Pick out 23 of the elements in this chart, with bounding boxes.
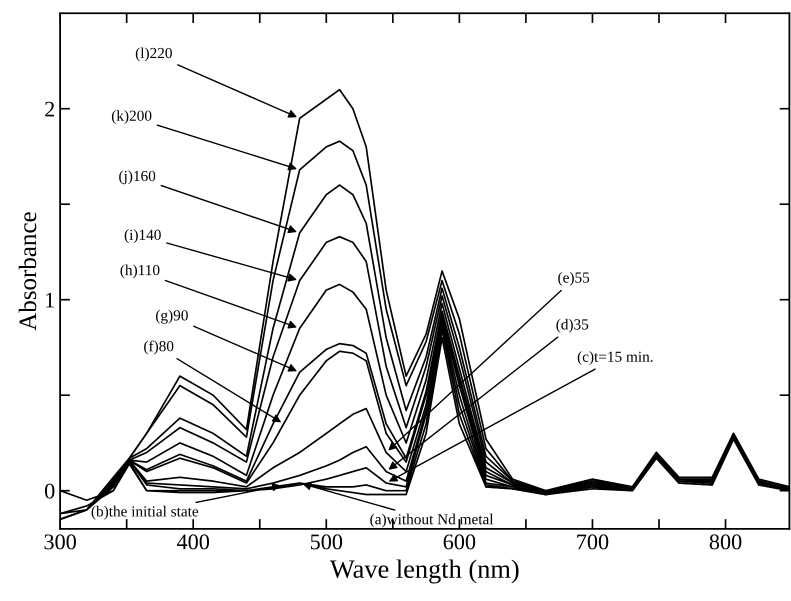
x-axis-title: Wave length (nm) [330, 559, 519, 584]
annotation: (e)55 [558, 272, 590, 286]
y-tick-label: 0 [44, 484, 54, 499]
x-tick-label: 600 [444, 534, 476, 550]
annotation: (j)160 [119, 170, 156, 184]
y-tick-label: 2 [45, 102, 54, 116]
annotation: (g)90 [156, 310, 188, 324]
x-tick-label: 500 [310, 534, 342, 550]
y-tick-label: 1 [46, 292, 54, 308]
annotation: (d)35 [556, 318, 588, 333]
x-tick-label: 700 [577, 534, 608, 550]
y-axis-title: Absorbance [18, 212, 36, 331]
annotation: (c)t=15 min. [578, 351, 653, 365]
annotation: (a)without Nd metal [370, 514, 494, 528]
annotation: (h)110 [120, 264, 160, 278]
annotation: (i)140 [124, 229, 161, 244]
annotation: (b)the initial state [92, 506, 198, 520]
annotation: (l)220 [136, 47, 172, 62]
x-tick-label: 300 [44, 534, 76, 550]
annotation: (k)200 [112, 110, 152, 124]
annotation: (f)80 [144, 340, 174, 354]
x-tick-label: 800 [710, 534, 742, 550]
x-tick-label: 400 [176, 534, 210, 550]
